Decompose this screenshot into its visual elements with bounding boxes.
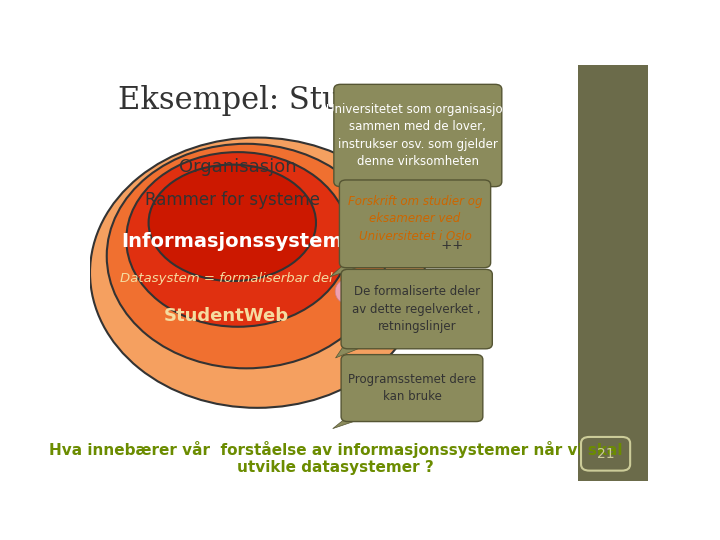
Text: Datasystem = formaliserbar del: Datasystem = formaliserbar del [120, 273, 333, 286]
Text: Informasjonssystem: Informasjonssystem [122, 232, 343, 251]
Text: Rammer for systeme: Rammer for systeme [145, 191, 320, 209]
Text: Programsstemet dere
kan bruke: Programsstemet dere kan bruke [348, 373, 476, 403]
Ellipse shape [126, 152, 349, 327]
Polygon shape [330, 265, 366, 277]
Text: Universitetet som organisasjon
sammen med de lover,
instrukser osv. som gjelder
: Universitetet som organisasjon sammen me… [325, 103, 510, 168]
Text: De formaliserte deler
av dette regelverket ,
retningslinjer: De formaliserte deler av dette regelverk… [352, 285, 481, 333]
Text: Forskrift om studier og
eksamener ved
Universitetet i Oslo: Forskrift om studier og eksamener ved Un… [348, 195, 482, 243]
Ellipse shape [148, 165, 316, 281]
FancyBboxPatch shape [334, 84, 502, 187]
Polygon shape [333, 418, 364, 429]
Polygon shape [336, 346, 366, 358]
FancyBboxPatch shape [341, 355, 483, 422]
Text: Organisasjon: Organisasjon [179, 158, 297, 176]
FancyBboxPatch shape [339, 180, 490, 268]
Ellipse shape [336, 279, 360, 304]
Ellipse shape [90, 138, 425, 408]
Ellipse shape [107, 144, 386, 368]
Text: 21: 21 [597, 447, 614, 461]
Text: ++: ++ [436, 239, 463, 252]
Text: StudentWeb: StudentWeb [164, 307, 289, 326]
FancyBboxPatch shape [578, 65, 648, 481]
Text: Eksempel: StudentWeb: Eksempel: StudentWeb [118, 85, 477, 116]
Polygon shape [344, 183, 366, 200]
FancyBboxPatch shape [341, 269, 492, 349]
Text: Hva innebærer vår  forståelse av informasjonssystemer når vi skal
utvikle datasy: Hva innebærer vår forståelse av informas… [49, 441, 622, 475]
